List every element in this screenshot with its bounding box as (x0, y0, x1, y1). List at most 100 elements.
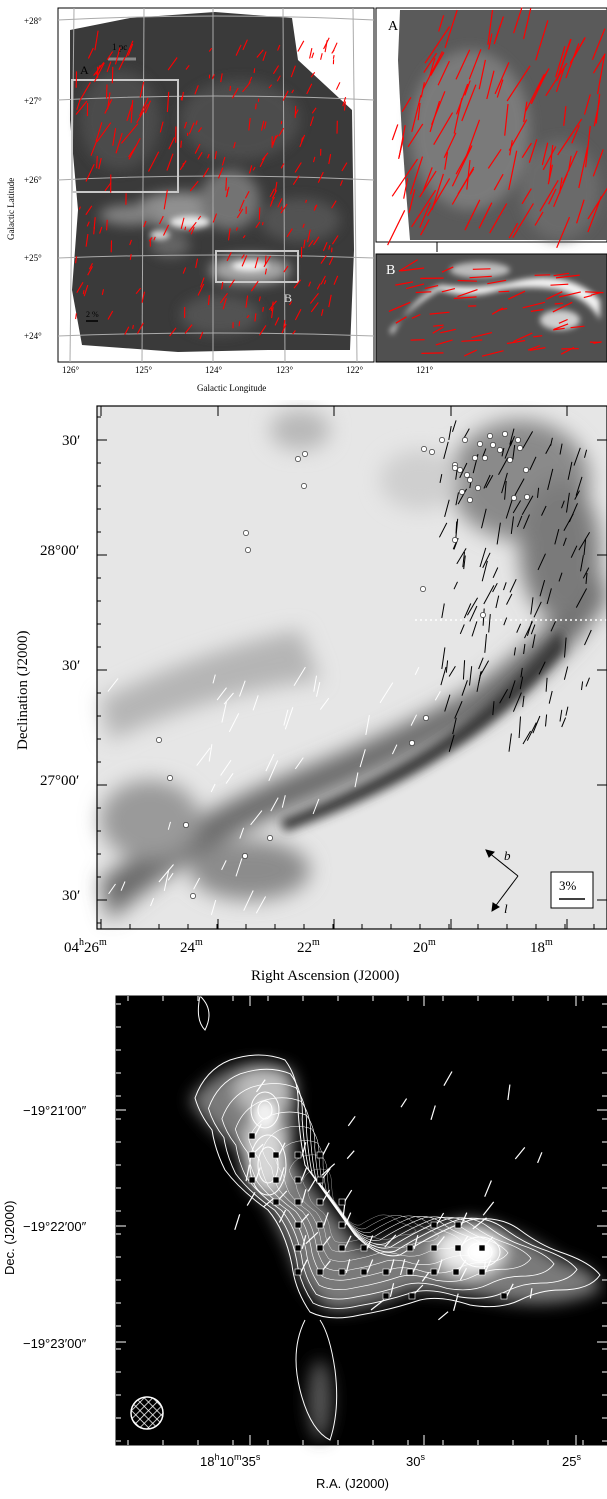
contour-image-bg (116, 996, 607, 1445)
star-marker (302, 451, 307, 456)
svg-text:24m: 24m (180, 937, 203, 956)
star-marker (295, 456, 300, 461)
polarization-vector (181, 141, 182, 148)
contour-yticks: −19°21′00″ −19°22′00″ −19°23′00″ (23, 1103, 87, 1351)
svg-text:121°: 121° (416, 365, 434, 375)
svg-text:25s: 25s (562, 1452, 581, 1469)
star-marker (242, 853, 247, 858)
svg-text:125°: 125° (135, 365, 153, 375)
star-marker (502, 431, 507, 436)
svg-text:122°: 122° (346, 365, 364, 375)
svg-text:20m: 20m (413, 937, 436, 956)
star-marker (472, 455, 477, 460)
measurement-square (339, 1222, 345, 1228)
measurement-square (479, 1269, 485, 1275)
taurus-yticks: 30′ 28°00′ 30′ 27°00′ 30′ (40, 433, 80, 904)
svg-text:123°: 123° (276, 365, 294, 375)
polarization-vector (107, 85, 108, 99)
star-marker (267, 835, 272, 840)
measurement-square (273, 1177, 279, 1183)
measurement-square (295, 1177, 301, 1183)
svg-text:22m: 22m (297, 937, 320, 956)
beam-size-indicator (131, 1397, 163, 1429)
star-marker (497, 447, 502, 452)
measurement-square (295, 1222, 301, 1228)
star-marker (524, 494, 529, 499)
star-marker (517, 445, 522, 450)
measurement-square (407, 1269, 413, 1275)
star-marker (457, 467, 462, 472)
inset-b-label: B (386, 263, 395, 278)
percent-scale-label: 2 % (86, 310, 99, 319)
measurement-square (317, 1245, 323, 1251)
star-marker (421, 446, 426, 451)
measurement-square (317, 1222, 323, 1228)
star-marker (515, 437, 520, 442)
galactic-xlabel: Galactic Longitude (197, 383, 266, 393)
polarization-vector (555, 303, 563, 304)
contour-map-panel: −19°21′00″ −19°22′00″ −19°23′00″ 18h10m3… (0, 990, 607, 1494)
svg-text:+25°: +25° (24, 253, 42, 263)
percent-scale-box: 3% (551, 872, 593, 908)
box-a-label: A (80, 63, 89, 77)
star-marker (243, 530, 248, 535)
measurement-square (407, 1245, 413, 1251)
star-marker (475, 485, 480, 490)
taurus-xlabel: Right Ascension (J2000) (251, 968, 399, 984)
svg-text:−19°22′00″: −19°22′00″ (23, 1219, 87, 1234)
polarization-vector (254, 68, 255, 73)
svg-text:30s: 30s (406, 1452, 425, 1469)
svg-text:124°: 124° (205, 365, 223, 375)
galactic-ylabel: Galactic Latitude (6, 178, 16, 240)
star-marker (245, 547, 250, 552)
contour-map-svg: −19°21′00″ −19°22′00″ −19°23′00″ 18h10m3… (0, 990, 607, 1494)
measurement-square (295, 1199, 301, 1205)
star-marker (487, 433, 492, 438)
polarization-vector (585, 292, 603, 293)
measurement-square (383, 1269, 389, 1275)
measurement-square (453, 1269, 459, 1275)
svg-text:+27°: +27° (24, 96, 42, 106)
measurement-square (295, 1152, 301, 1158)
svg-text:04h26m: 04h26m (64, 937, 107, 956)
galactic-map-svg: A B 1 pc 2 % A B +28° +27° +26° +25° +24… (0, 0, 607, 400)
star-marker (459, 489, 464, 494)
galactic-yticks: +28° +27° +26° +25° +24° (24, 16, 42, 341)
measurement-square (339, 1269, 345, 1275)
measurement-square (317, 1199, 323, 1205)
svg-text:−19°21′00″: −19°21′00″ (23, 1103, 87, 1118)
compass-b-label: b (504, 848, 511, 863)
measurement-square (383, 1293, 389, 1299)
galactic-xticks: 126° 125° 124° 123° 122° 121° (62, 365, 434, 375)
star-marker (464, 472, 469, 477)
polarization-vector (133, 325, 134, 329)
star-marker (429, 449, 434, 454)
polarization-vector (185, 227, 186, 231)
polarization-vector (306, 200, 307, 203)
polarization-vector (263, 222, 264, 225)
svg-text:30′: 30′ (62, 433, 80, 449)
star-marker (156, 737, 161, 742)
polarization-vector (416, 292, 432, 293)
polarization-vector (226, 178, 227, 191)
measurement-square (249, 1133, 255, 1139)
measurement-square (317, 1269, 323, 1275)
svg-text:30′: 30′ (62, 658, 80, 674)
compass-l-label: l (504, 901, 508, 916)
measurement-square (273, 1152, 279, 1158)
svg-text:+24°: +24° (24, 331, 42, 341)
polarization-vector (265, 256, 266, 265)
star-marker (190, 893, 195, 898)
star-marker (523, 467, 528, 472)
inset-a-label: A (388, 19, 399, 34)
polarization-vector (97, 156, 98, 169)
taurus-percent-label: 3% (559, 878, 577, 893)
measurement-square (249, 1177, 255, 1183)
star-marker (462, 437, 467, 442)
star-marker (423, 715, 428, 720)
star-marker (480, 612, 485, 617)
polarization-vector (83, 290, 84, 294)
taurus-map-panel: b l 3% 30′ 28°00′ 30′ 27°00′ 30′ 04h26m … (0, 400, 607, 990)
measurement-square (339, 1245, 345, 1251)
contour-xticks: 18h10m35s 30s 25s (200, 1452, 581, 1469)
